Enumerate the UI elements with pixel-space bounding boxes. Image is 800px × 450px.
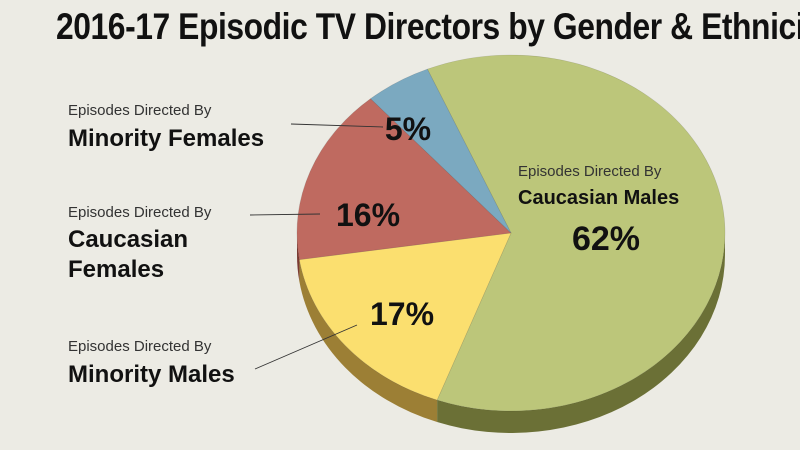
pie-slice-2 [296, 98, 512, 260]
caucasian-males-label: Caucasian Males [518, 187, 680, 209]
chart-title: 2016-17 Episodic TV Directors by Gender … [56, 6, 800, 47]
minority-males-caption: Episodes Directed By [68, 338, 212, 355]
leader-line-0 [290, 123, 384, 128]
caucasian-males-caption: Episodes Directed By [518, 163, 662, 180]
pie-side-walls [297, 233, 725, 433]
pie-pct-label-1: 17% [370, 296, 434, 332]
pie-pct-label-2: 16% [336, 197, 400, 233]
pie-side-1 [299, 259, 438, 423]
pie-pct-label-3: 5% [385, 111, 431, 147]
caucasian-females-label-line1: Caucasian [68, 226, 189, 253]
pie-side-0 [437, 233, 725, 433]
leader-line-1 [249, 213, 321, 216]
minority-females-label: Minority Females [68, 125, 265, 152]
caucasian-females-caption: Episodes Directed By [68, 204, 212, 221]
pie-slice-1 [299, 232, 512, 401]
pie-slice-3 [370, 68, 512, 234]
pie-pct-label-0: 62% [572, 220, 640, 258]
pie-slices [296, 54, 726, 412]
minority-males-label: Minority Males [68, 361, 235, 388]
pie-slice-0 [426, 54, 726, 412]
leader-line-2 [254, 324, 358, 370]
pie-side-2 [297, 233, 300, 282]
caucasian-females-label-line2: Females [68, 256, 165, 283]
minority-females-caption: Episodes Directed By [68, 102, 212, 119]
